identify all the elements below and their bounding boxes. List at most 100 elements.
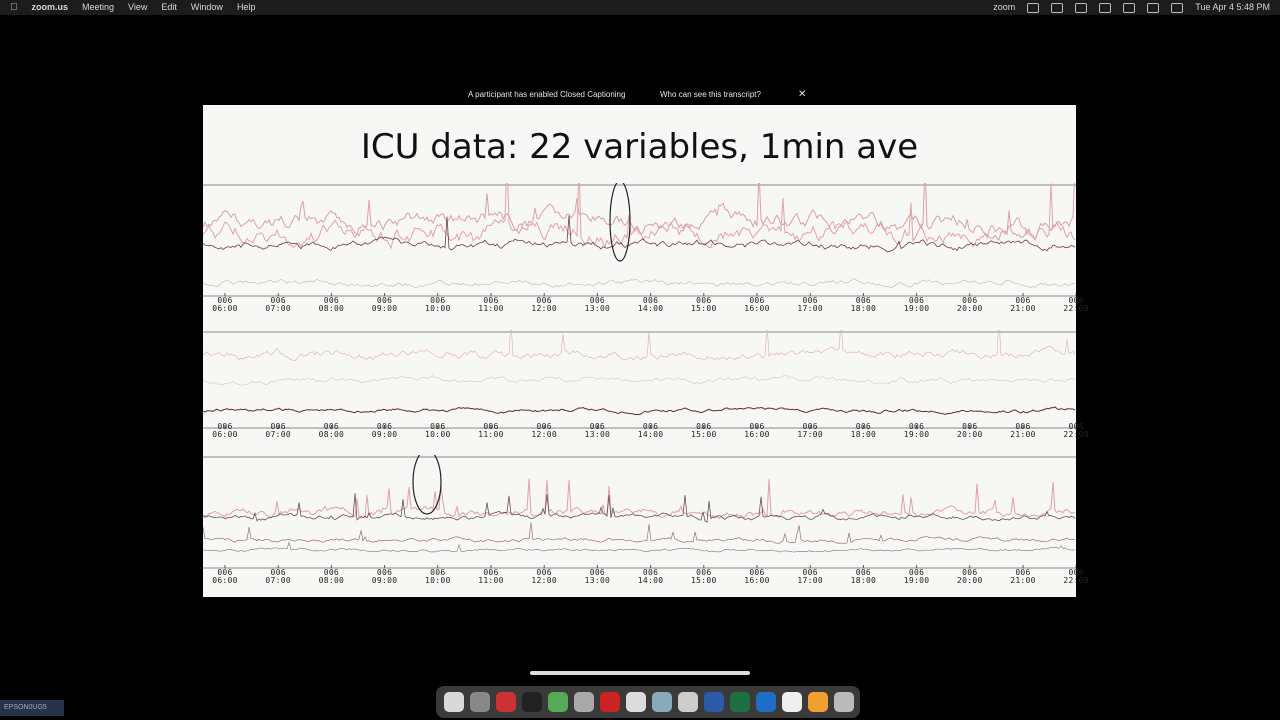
time-tick: 006 22:00 (1063, 296, 1089, 313)
time-axis-1: 006 06:00 006 07:00 006 08:00 006 09:00 006 10:00… (203, 296, 1088, 313)
signal-trace (203, 493, 1076, 523)
signal-trace (203, 278, 1076, 288)
shared-slide: ICU data: 22 variables, 1min ave 006 06:0… (203, 105, 1089, 597)
time-tick: 006 19:00 (903, 568, 930, 585)
menu-bar:  zoom.us Meeting View Edit Window Help … (0, 0, 1280, 15)
time-tick: 006 07:00 (265, 296, 291, 313)
wifi-icon[interactable] (1123, 2, 1136, 13)
volume-icon[interactable] (1075, 2, 1088, 13)
time-tick: 006 16:00 (744, 422, 770, 439)
chrome-icon[interactable] (496, 692, 516, 712)
signal-trace (203, 478, 1076, 520)
time-tick: 006 19:00 (903, 296, 930, 313)
time-tick: 006 21:00 (1010, 568, 1036, 585)
waveform-plot-2 (203, 330, 1076, 429)
time-tick: 006 08:00 (318, 422, 345, 439)
photos-icon[interactable] (574, 692, 594, 712)
time-tick: 006 06:00 (212, 422, 238, 439)
time-tick: 006 15:00 (691, 296, 717, 313)
menu-edit[interactable]: Edit (153, 2, 177, 12)
time-tick: 006 13:00 (584, 568, 611, 585)
chart-panel-1 (203, 183, 1076, 298)
close-icon[interactable]: ✕ (798, 89, 807, 100)
finder-icon[interactable] (444, 692, 464, 712)
apple-icon[interactable]:  (10, 0, 18, 15)
time-tick: 006 06:00 (212, 568, 238, 585)
signal-trace (203, 374, 1076, 386)
status-zoom-label[interactable]: zoom (993, 2, 1016, 12)
signal-trace (203, 330, 1076, 362)
preview-icon[interactable] (548, 692, 568, 712)
slide-title: ICU data: 22 variables, 1min ave (360, 127, 919, 167)
time-tick: 006 16:00 (744, 568, 770, 585)
time-tick: 006 07:00 (265, 422, 291, 439)
menu-view[interactable]: View (120, 2, 147, 12)
skype-icon[interactable] (678, 692, 698, 712)
excel-icon[interactable] (730, 692, 750, 712)
keynote-icon[interactable] (652, 692, 672, 712)
transcript-link[interactable]: Who can see this transcript? (660, 90, 761, 99)
time-tick: 006 08:00 (318, 296, 345, 313)
search-icon[interactable] (1147, 2, 1160, 13)
time-tick: 006 12:00 (531, 422, 557, 439)
clock[interactable]: Tue Apr 4 5:48 PM (1195, 2, 1270, 12)
menu-window[interactable]: Window (183, 2, 223, 12)
menu-meeting[interactable]: Meeting (74, 2, 114, 12)
control-center-icon[interactable] (1171, 2, 1184, 13)
time-tick: 006 21:00 (1010, 296, 1036, 313)
zoom-icon[interactable] (470, 692, 490, 712)
time-tick: 006 10:00 (425, 568, 451, 585)
time-tick: 006 16:00 (744, 296, 770, 313)
acrobat-icon[interactable] (600, 692, 620, 712)
time-tick: 006 12:00 (531, 296, 557, 313)
time-tick: 006 18:00 (850, 422, 877, 439)
time-axis-3: 006 06:00 006 07:00 006 08:00 006 09:00 006 10:00… (203, 568, 1088, 585)
time-tick: 006 11:00 (478, 422, 504, 439)
time-axis-2: 006 06:00 006 07:00 006 08:00 006 09:00 006 10:00… (203, 422, 1088, 439)
notes-icon[interactable] (782, 692, 802, 712)
time-tick: 006 14:00 (637, 422, 664, 439)
time-tick: 006 10:00 (425, 296, 451, 313)
terminal-icon[interactable] (522, 692, 542, 712)
time-tick: 006 17:00 (797, 422, 823, 439)
time-tick: 006 19:00 (903, 422, 930, 439)
time-tick: 006 20:00 (957, 422, 983, 439)
safari-icon[interactable] (626, 692, 646, 712)
trash-icon[interactable] (834, 692, 854, 712)
chart-panel-2 (203, 330, 1076, 430)
pages-icon[interactable] (808, 692, 828, 712)
waveform-plot-1 (203, 183, 1076, 297)
signal-trace (203, 183, 1076, 250)
outlook-icon[interactable] (756, 692, 776, 712)
chart-panel-3 (203, 455, 1076, 570)
time-tick: 006 14:00 (637, 568, 664, 585)
time-tick: 006 20:00 (957, 568, 983, 585)
time-tick: 006 09:00 (371, 422, 398, 439)
time-tick: 006 15:00 (691, 568, 717, 585)
time-tick: 006 11:00 (478, 296, 504, 313)
dock-indicator (530, 671, 750, 675)
time-tick: 006 09:00 (371, 296, 398, 313)
time-tick: 006 13:00 (584, 296, 611, 313)
screen-share-icon[interactable] (1027, 2, 1040, 13)
battery-icon[interactable] (1099, 2, 1112, 13)
word-icon[interactable] (704, 692, 724, 712)
time-tick: 006 22:00 (1063, 568, 1089, 585)
annotation-ellipse (609, 183, 631, 262)
time-tick: 006 11:00 (478, 568, 504, 585)
menu-app-name[interactable]: zoom.us (24, 2, 69, 12)
time-tick: 006 07:00 (265, 568, 291, 585)
waveform-plot-3 (203, 455, 1076, 569)
time-tick: 006 10:00 (425, 422, 451, 439)
time-tick: 006 21:00 (1010, 422, 1036, 439)
time-tick: 006 06:00 (212, 296, 238, 313)
menu-help[interactable]: Help (229, 2, 256, 12)
notification-message: A participant has enabled Closed Caption… (468, 90, 626, 99)
bluetooth-icon[interactable] (1051, 2, 1064, 13)
signal-trace (203, 183, 1075, 241)
time-tick: 006 17:00 (797, 568, 823, 585)
dock (436, 686, 860, 718)
time-tick: 006 17:00 (797, 296, 823, 313)
signal-trace (203, 541, 1076, 553)
caption-notification: A participant has enabled Closed Caption… (460, 88, 815, 102)
